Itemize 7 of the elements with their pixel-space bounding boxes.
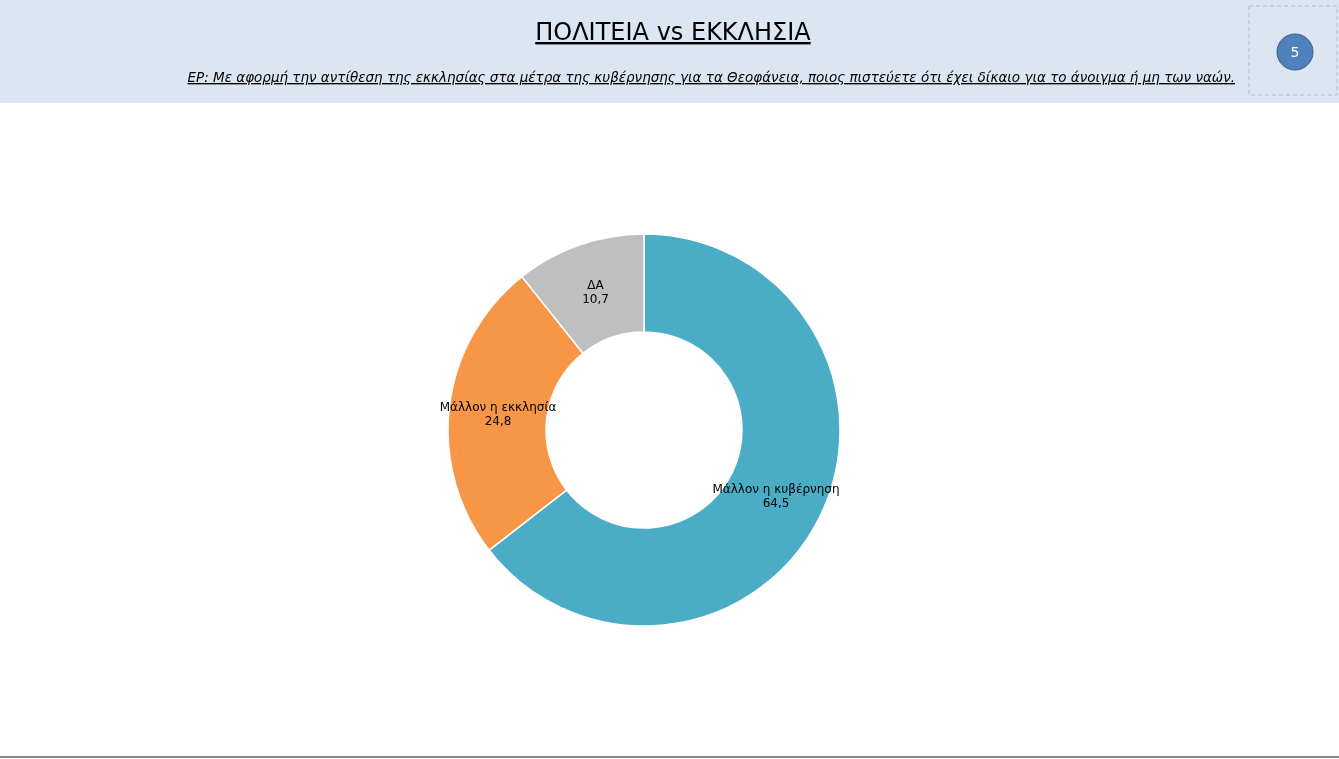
chart-subtitle: ΕΡ: Με αφορμή την αντίθεση της εκκλησίας στα μέτρα της κυβέρνησης για τα Θεοφάνεια, ποιος πιστεύετε ότι έχει δίκαιο για το άνοιγμα ή μη των ναών. bbox=[187, 69, 1235, 85]
slice-label: ΔΑ bbox=[587, 278, 605, 293]
text: 5 bbox=[1290, 44, 1300, 60]
chart-title: ΠΟΛΙΤΕΙΑ vs ΕΚΚΛΗΣΙΑ bbox=[535, 18, 812, 46]
data-label: 24,8 bbox=[484, 413, 512, 428]
data-label: 64,5 bbox=[762, 495, 790, 510]
data-label: 10,7 bbox=[582, 292, 609, 307]
